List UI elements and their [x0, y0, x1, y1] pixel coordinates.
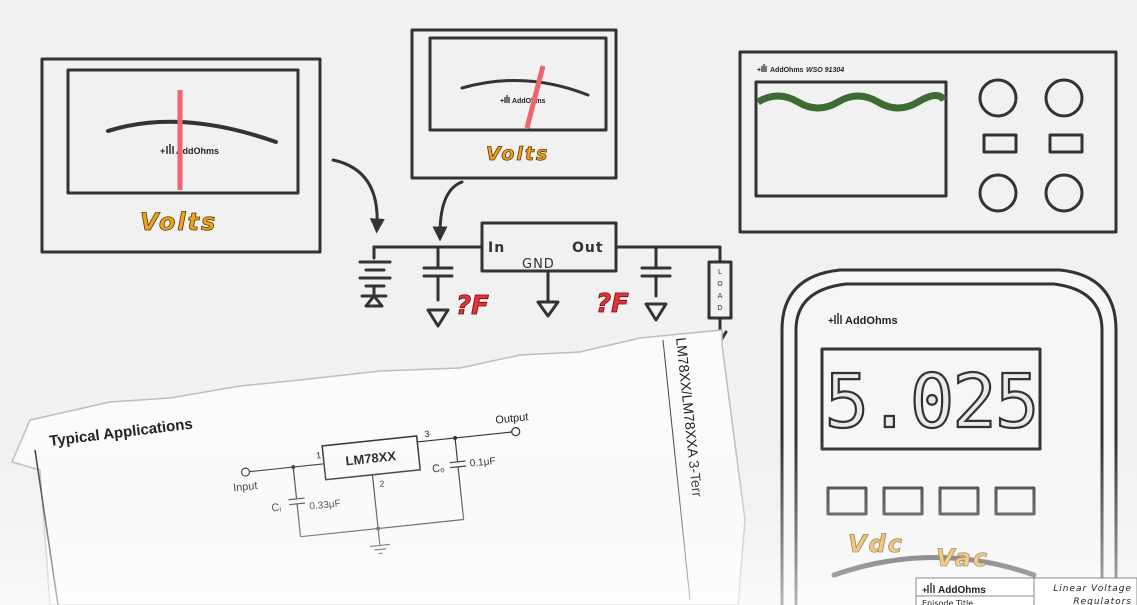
meter-label: Volts	[140, 208, 217, 236]
svg-text:+: +	[500, 98, 504, 105]
svg-text:AddOhms: AddOhms	[845, 315, 898, 327]
load-label-l: L	[718, 268, 722, 276]
meter-label: Volts	[486, 143, 549, 165]
scope-model: WSO 91304	[806, 67, 844, 74]
lcd-reading: 5.025	[825, 359, 1038, 445]
cap-unknown-right: ?F	[596, 289, 629, 319]
addohms-logo-icon: + AddOhms	[500, 95, 546, 105]
topic-line-2: Regulators	[1073, 597, 1132, 605]
meter-brand: AddOhms	[176, 146, 219, 156]
svg-text:+: +	[757, 67, 761, 74]
right-volt-meter: + AddOhms Volts	[410, 28, 618, 180]
svg-text:3: 3	[424, 429, 430, 439]
knob-icon	[1044, 78, 1084, 118]
scope-trace	[756, 92, 947, 112]
battery-icon	[358, 245, 392, 308]
scope-button	[982, 133, 1018, 154]
scope-button	[1048, 133, 1084, 154]
knob-icon	[978, 78, 1018, 118]
svg-text:AddOhms: AddOhms	[512, 98, 546, 105]
capacitor-icon	[640, 245, 672, 322]
arrow-icon	[331, 158, 385, 234]
left-volt-meter: + AddOhms Volts	[40, 57, 322, 254]
addohms-logo-icon: + AddOhms	[828, 313, 898, 327]
addohms-logo-icon: + AddOhms	[757, 64, 804, 74]
svg-text:+: +	[828, 316, 834, 327]
svg-text:AddOhms: AddOhms	[770, 67, 804, 74]
arrow-icon	[432, 180, 464, 242]
pin-out-label: Out	[572, 240, 604, 256]
topic-line-1: Linear Voltage	[1053, 584, 1132, 594]
knob-icon	[978, 173, 1018, 213]
load-label-a: A	[718, 292, 723, 300]
addohms-logo-icon: + AddOhms	[922, 583, 986, 596]
oscilloscope: + AddOhms WSO 91304	[738, 50, 1118, 234]
svg-text:Output: Output	[495, 411, 529, 426]
needle	[524, 65, 546, 129]
ground-icon	[536, 269, 560, 318]
svg-text:AddOhms: AddOhms	[938, 585, 986, 596]
svg-text:+: +	[160, 146, 165, 156]
cap-unknown-left: ?F	[456, 291, 489, 321]
pin-gnd-label: GND	[522, 257, 555, 272]
pin-in-label: In	[488, 240, 505, 256]
knob-icon	[1044, 173, 1084, 213]
load-label-d: D	[717, 304, 722, 312]
load-label-o: O	[717, 280, 723, 288]
regulator-circuit: In Out GND L O A D	[358, 221, 733, 344]
title-card: + AddOhms Linear Voltage Regulators Epis…	[915, 577, 1137, 605]
capacitor-icon	[422, 245, 454, 328]
svg-text:+: +	[922, 585, 927, 595]
episode-title: Episode Title	[922, 599, 973, 605]
addohms-logo-icon: + AddOhms	[160, 144, 219, 156]
